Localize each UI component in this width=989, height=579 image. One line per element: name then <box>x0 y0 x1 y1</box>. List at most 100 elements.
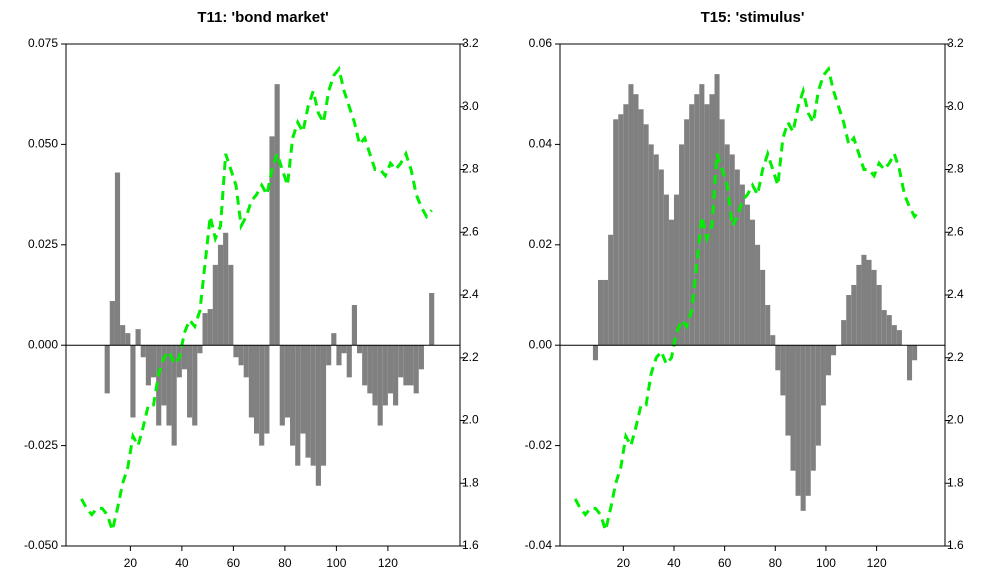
bar <box>295 345 301 466</box>
bar <box>279 345 285 426</box>
bar <box>290 345 296 446</box>
bar <box>150 345 157 378</box>
y2-tick-label: 2.2 <box>462 350 479 364</box>
bar <box>212 264 218 346</box>
bar <box>274 84 280 346</box>
bar <box>223 232 229 346</box>
bar <box>382 345 388 406</box>
bar <box>633 94 639 346</box>
bar <box>861 254 867 346</box>
line <box>80 65 433 536</box>
bar <box>896 330 902 346</box>
bar <box>597 279 604 346</box>
bar <box>315 345 321 486</box>
bar <box>351 305 357 346</box>
x-tick-label: 60 <box>718 556 732 570</box>
y2-tick-label: 1.8 <box>462 475 479 489</box>
bar <box>623 104 629 346</box>
bar <box>109 301 115 346</box>
bar <box>912 345 918 361</box>
y2-tick-label: 2.6 <box>462 224 479 238</box>
bar <box>891 325 897 346</box>
bar <box>643 124 649 346</box>
bar <box>259 345 265 446</box>
bar <box>341 345 347 354</box>
x-tick-label: 40 <box>175 556 189 570</box>
bar <box>825 345 832 376</box>
bar <box>387 345 394 394</box>
y-tick-label: 0.02 <box>529 237 553 251</box>
y2-tick-label: 2.8 <box>462 162 479 176</box>
bar <box>336 345 342 366</box>
y-tick-label: -0.04 <box>525 538 553 552</box>
bar <box>749 219 756 346</box>
bar <box>871 269 877 346</box>
bar <box>694 94 700 346</box>
x-tick-label: 80 <box>769 556 783 570</box>
bar <box>320 345 327 466</box>
bar <box>248 345 254 418</box>
bar <box>156 345 162 426</box>
bar <box>663 194 669 346</box>
x-tick-label: 120 <box>378 556 398 570</box>
bar <box>780 345 786 396</box>
bar <box>684 119 690 346</box>
x-tick-label: 120 <box>867 556 887 570</box>
bar <box>310 345 316 466</box>
bar <box>372 345 378 406</box>
bar <box>429 292 435 346</box>
bar <box>714 74 720 346</box>
bar <box>305 345 311 458</box>
bar <box>145 345 151 386</box>
y2-tick-label: 3.0 <box>947 99 964 113</box>
bar <box>679 144 685 346</box>
bar <box>760 269 766 346</box>
bar <box>403 345 409 386</box>
bar <box>176 345 182 378</box>
bar <box>608 234 614 346</box>
bar <box>739 184 745 346</box>
bar <box>284 345 291 418</box>
bar <box>699 84 705 346</box>
bar <box>125 333 131 346</box>
bar <box>238 345 244 366</box>
bar <box>618 114 624 346</box>
bar <box>729 154 735 346</box>
y2-tick-label: 1.6 <box>462 538 479 552</box>
bar <box>418 345 424 370</box>
y2-tick-label: 3.2 <box>462 36 479 50</box>
bar <box>253 345 260 434</box>
bar <box>377 345 383 426</box>
bar <box>300 345 306 434</box>
bar <box>233 345 239 358</box>
bar <box>181 345 188 370</box>
y-tick-label: 0.075 <box>28 36 58 50</box>
bar <box>765 305 771 346</box>
y2-tick-label: 3.2 <box>947 36 964 50</box>
bar <box>130 345 136 418</box>
bar <box>724 144 730 346</box>
y-tick-label: 0.04 <box>529 137 553 151</box>
y-tick-label: 0.00 <box>529 337 553 351</box>
bar <box>744 204 750 346</box>
bar <box>800 345 806 511</box>
bar <box>886 315 892 346</box>
bar <box>362 345 368 386</box>
y-tick-label: 0.06 <box>529 36 553 50</box>
bar <box>603 279 609 346</box>
bar <box>820 345 826 406</box>
chart-title: T15: 'stimulus' <box>701 9 805 26</box>
bar <box>628 84 634 346</box>
bar <box>841 320 847 346</box>
bar <box>907 345 913 381</box>
y-tick-label: 0.050 <box>28 137 58 151</box>
x-tick-label: 100 <box>326 556 346 570</box>
bar <box>795 345 801 496</box>
bar <box>135 329 141 346</box>
x-tick-label: 80 <box>278 556 292 570</box>
y2-tick-label: 2.0 <box>947 413 964 427</box>
y2-tick-label: 2.4 <box>462 287 479 301</box>
x-tick-label: 60 <box>227 556 241 570</box>
bar <box>815 345 821 446</box>
x-tick-label: 20 <box>617 556 631 570</box>
